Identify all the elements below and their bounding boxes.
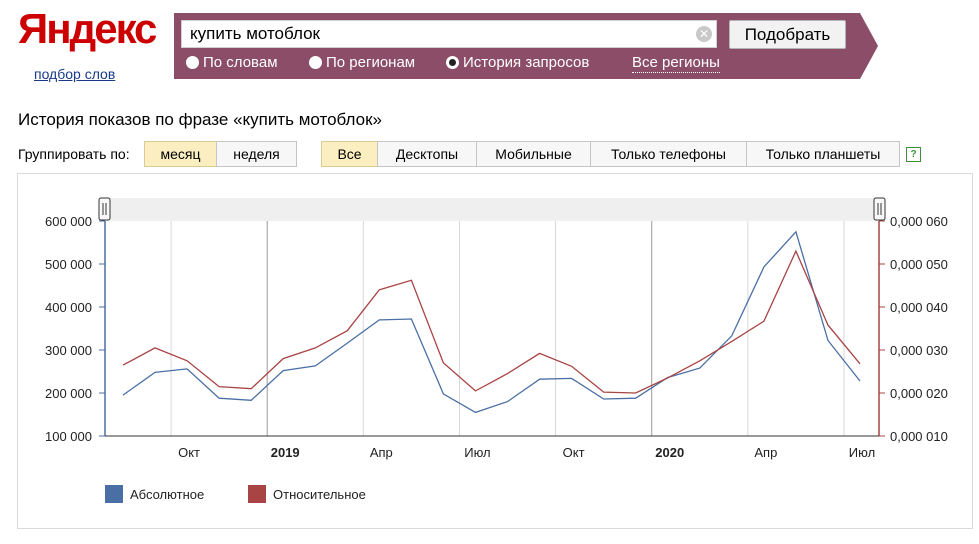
radio-label: По словам <box>203 54 278 71</box>
device-all-button[interactable]: Все <box>321 141 378 167</box>
group-month-button[interactable]: месяц <box>144 141 217 167</box>
logo-text: Яндекс <box>18 5 157 52</box>
radio-label: История запросов <box>463 54 590 71</box>
radio-dot-selected-icon <box>446 56 459 69</box>
radio-by-regions[interactable]: По регионам <box>309 54 415 72</box>
group-by-label: Группировать по: <box>18 146 130 162</box>
device-phones-button[interactable]: Только телефоны <box>590 141 747 167</box>
radio-dot-icon <box>186 56 199 69</box>
radio-by-words[interactable]: По словам <box>186 54 278 72</box>
help-icon[interactable]: ? <box>906 147 921 162</box>
device-desktop-button[interactable]: Десктопы <box>377 141 477 167</box>
search-input[interactable] <box>181 20 717 48</box>
wordstat-link[interactable]: подбор слов <box>34 66 116 82</box>
clear-icon[interactable]: ✕ <box>696 26 712 42</box>
page-title: История показов по фразе «купить мотобло… <box>18 110 382 129</box>
radio-query-history[interactable]: История запросов <box>446 54 589 72</box>
search-button[interactable]: Подобрать <box>729 20 846 49</box>
device-mobile-button[interactable]: Мобильные <box>476 141 591 167</box>
group-week-button[interactable]: неделя <box>216 141 297 167</box>
search-panel-arrow <box>860 13 878 79</box>
device-tablets-button[interactable]: Только планшеты <box>746 141 900 167</box>
radio-label: По регионам <box>326 54 416 71</box>
yandex-logo[interactable]: Яндекс подбор слов <box>18 4 157 84</box>
all-regions-link[interactable]: Все регионы <box>632 54 720 73</box>
radio-dot-icon <box>309 56 322 69</box>
chart-container <box>17 173 973 529</box>
